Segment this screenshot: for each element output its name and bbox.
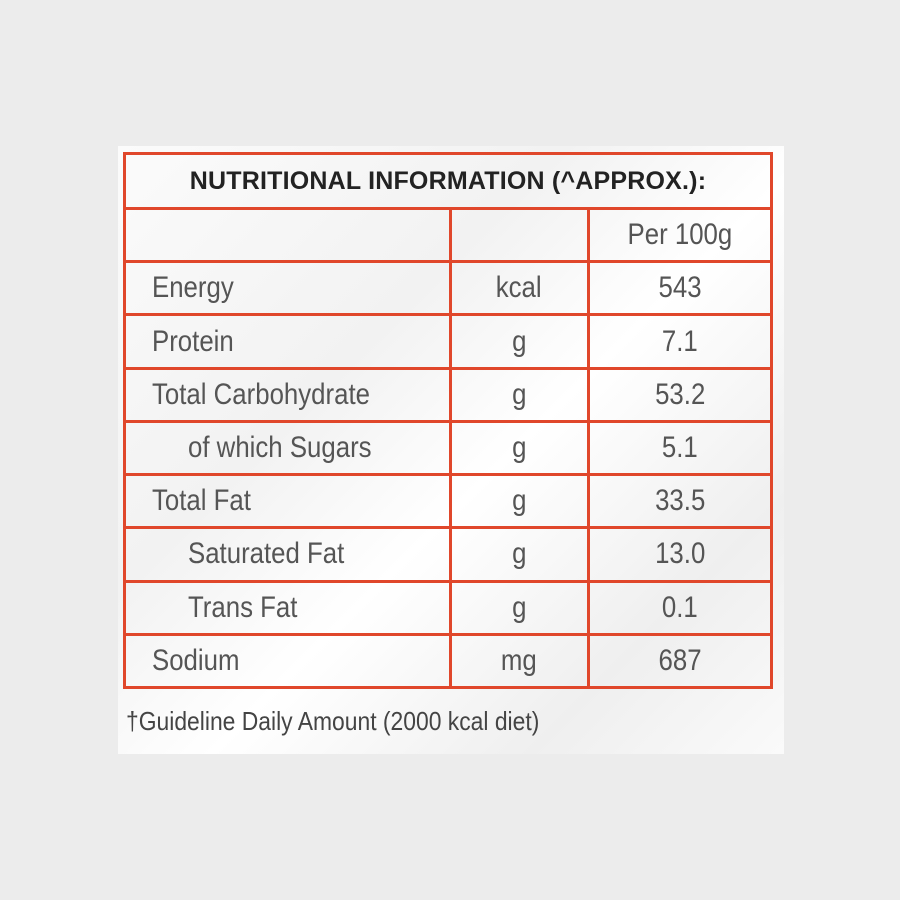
nutrition-title: NUTRITIONAL INFORMATION (^APPROX.): (126, 155, 770, 210)
nutrient-name: Trans Fat (126, 579, 452, 636)
nutrient-name: Energy (126, 260, 452, 317)
nutrient-value: 0.1 (586, 579, 770, 636)
nutrient-unit: g (448, 579, 590, 636)
table-row: Total Fat g 33.5 (126, 473, 770, 530)
table-row: Saturated Fat g 13.0 (126, 526, 770, 583)
nutrient-name: Sodium (126, 632, 452, 686)
table-header-row: Per 100g (126, 210, 770, 264)
nutrient-unit: mg (448, 632, 590, 686)
nutrient-value: 7.1 (586, 313, 770, 370)
nutrient-name: of which Sugars (126, 419, 452, 477)
nutrition-table-wrapper: Per 100g Energy kcal 543 Protein g 7.1 T… (126, 210, 770, 686)
header-value-cell: Per 100g (586, 210, 770, 264)
nutrient-value: 687 (586, 632, 770, 686)
nutrient-unit: kcal (448, 260, 590, 317)
nutrition-table: Per 100g Energy kcal 543 Protein g 7.1 T… (126, 210, 770, 686)
table-row: Energy kcal 543 (126, 260, 770, 317)
nutrition-label: NUTRITIONAL INFORMATION (^APPROX.): Per … (118, 146, 784, 754)
nutrient-unit: g (448, 419, 590, 477)
table-row: of which Sugars g 5.1 (126, 419, 770, 477)
footnote: †Guideline Daily Amount (2000 kcal diet) (126, 706, 540, 736)
table-row: Total Carbohydrate g 53.2 (126, 366, 770, 423)
table-row: Trans Fat g 0.1 (126, 579, 770, 636)
nutrient-value: 53.2 (586, 366, 770, 423)
nutrition-panel: NUTRITIONAL INFORMATION (^APPROX.): Per … (123, 152, 773, 689)
table-row: Sodium mg 687 (126, 632, 770, 686)
nutrient-name: Saturated Fat (126, 526, 452, 583)
nutrient-value: 13.0 (586, 526, 770, 583)
nutrient-unit: g (448, 473, 590, 530)
nutrient-value: 543 (586, 260, 770, 317)
header-unit-cell (448, 210, 590, 264)
nutrient-name: Total Carbohydrate (126, 366, 452, 423)
nutrient-value: 5.1 (586, 419, 770, 477)
nutrient-unit: g (448, 313, 590, 370)
nutrient-name: Total Fat (126, 473, 452, 530)
table-row: Protein g 7.1 (126, 313, 770, 370)
nutrient-unit: g (448, 366, 590, 423)
header-name-cell (126, 210, 452, 264)
nutrient-unit: g (448, 526, 590, 583)
nutrient-name: Protein (126, 313, 452, 370)
nutrient-value: 33.5 (586, 473, 770, 530)
